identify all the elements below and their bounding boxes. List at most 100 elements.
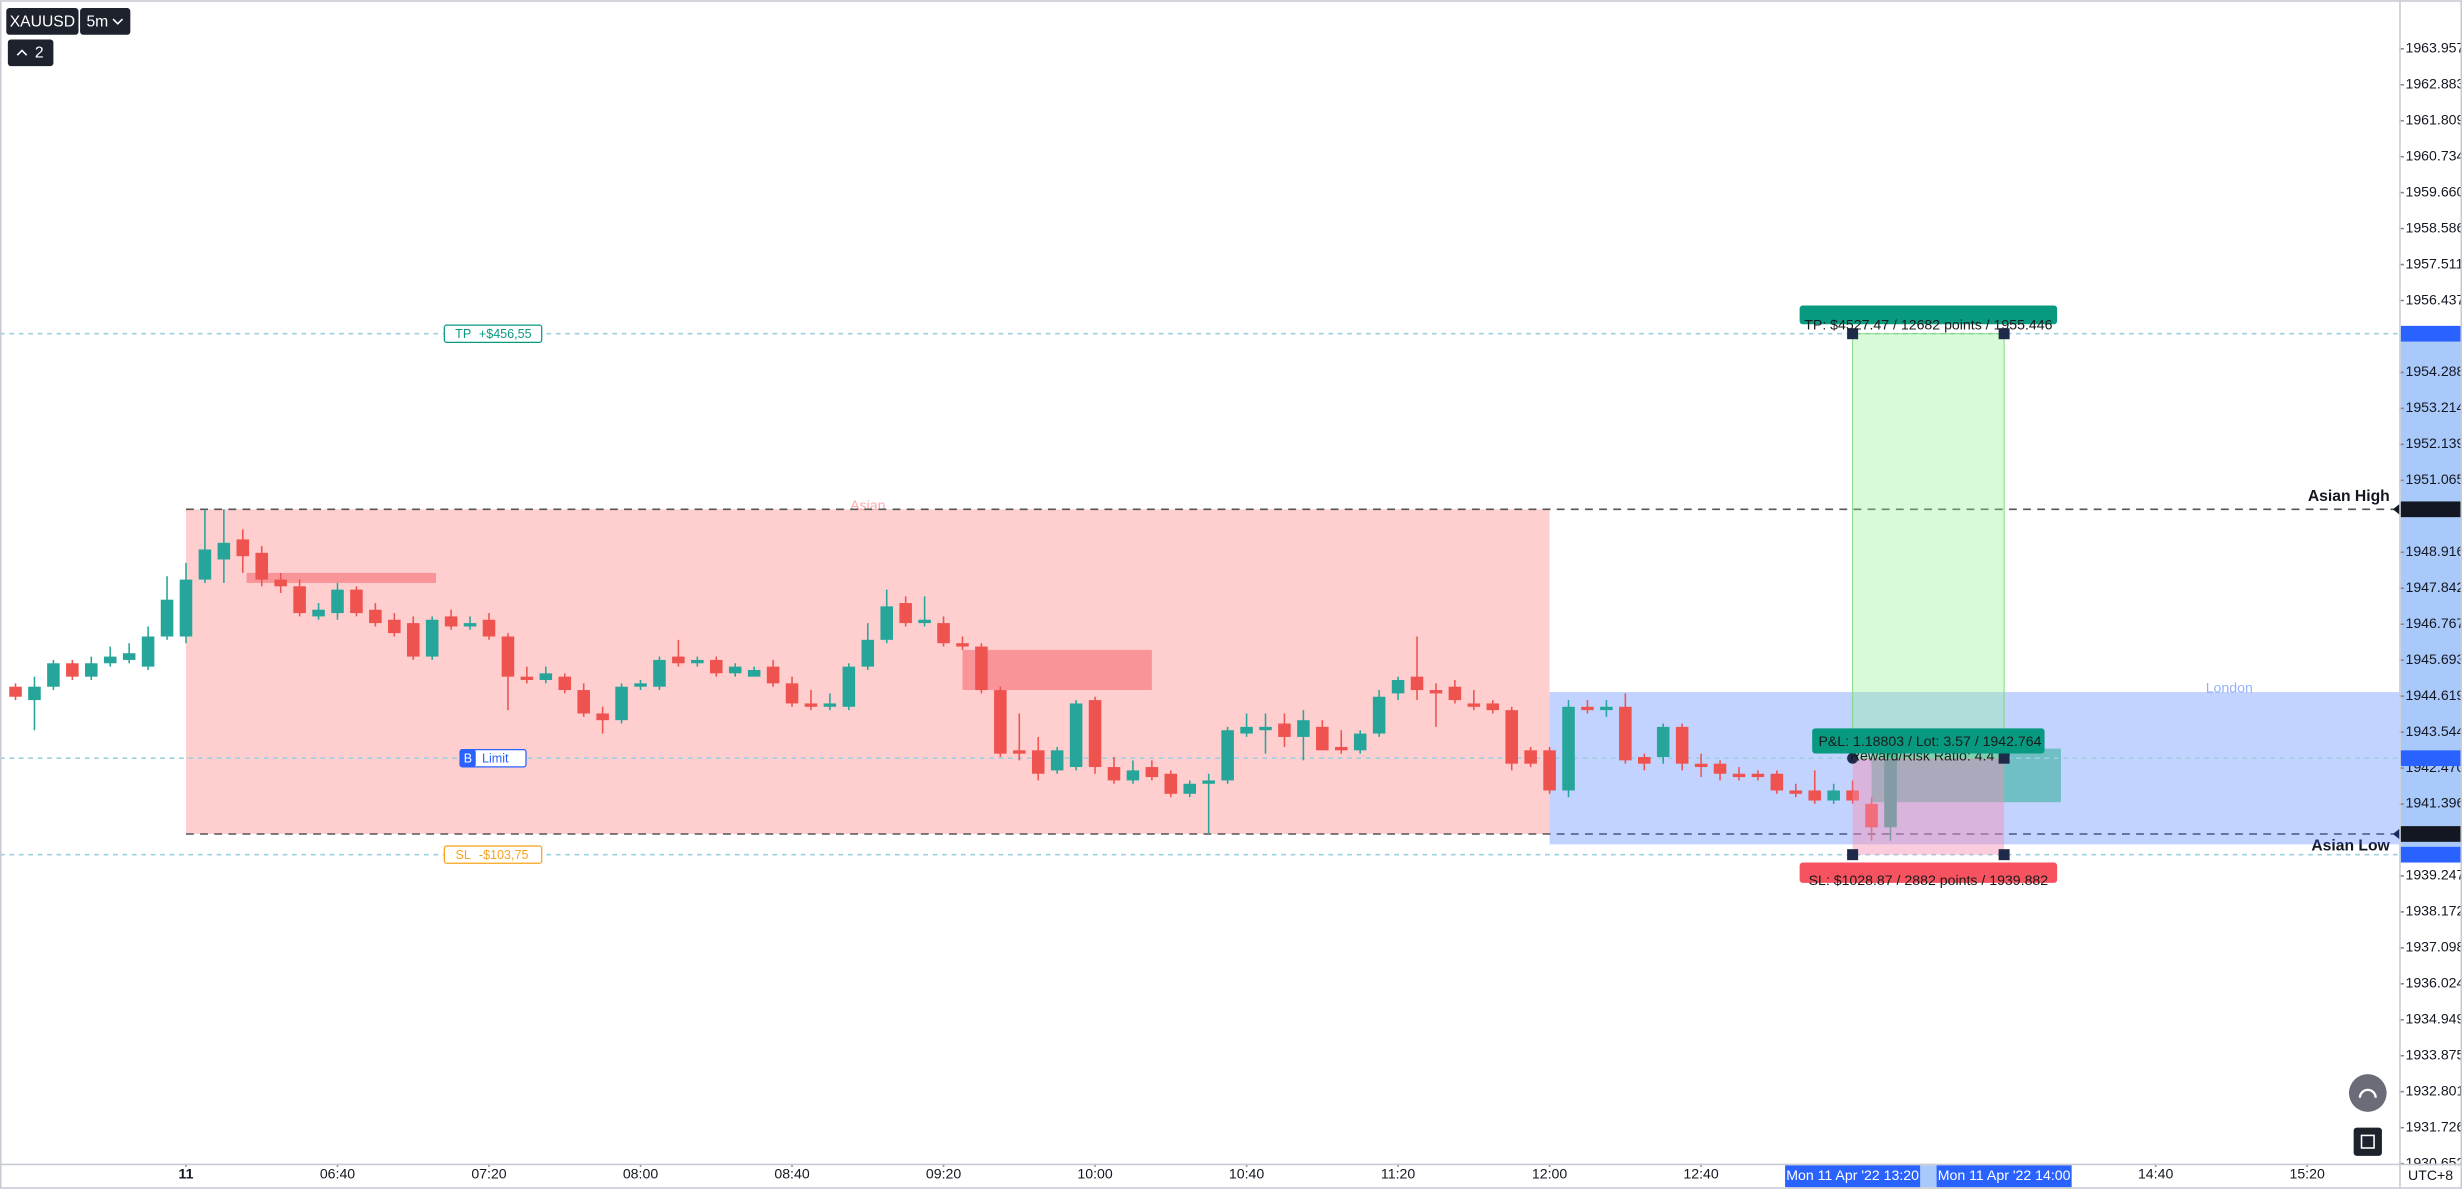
candle-body [1448, 686, 1462, 701]
candle-body [1126, 770, 1140, 781]
candle-body [406, 623, 420, 657]
y-tick-label: 1943.544 [2405, 723, 2462, 739]
candle-body [388, 619, 401, 634]
candle-body [1543, 750, 1556, 791]
y-tick-label: 1960.734 [2405, 147, 2462, 163]
reset-icon [2358, 1088, 2377, 1098]
y-tick-label: 1934.949 [2405, 1011, 2462, 1027]
order-label[interactable]: SL -$103,75 [443, 845, 543, 864]
fit-icon [2360, 1134, 2375, 1149]
candle-body [1789, 790, 1803, 794]
indicator-bg[interactable] [7, 39, 54, 67]
candle-body [709, 659, 723, 674]
y-tick-label: 1957.511 [2405, 255, 2462, 271]
candle-body [1562, 706, 1575, 791]
candle-body [691, 659, 704, 664]
candle-body [672, 656, 685, 664]
y-tick-label: 1931.726 [2405, 1118, 2462, 1134]
session-name: London [2206, 680, 2253, 696]
candle-body [1391, 680, 1405, 694]
candle-body [1316, 726, 1329, 751]
order-text: -$103,75 [479, 848, 529, 862]
candle-body [1221, 730, 1234, 781]
candle-body [1334, 746, 1348, 751]
order-tag: B [464, 751, 472, 765]
candle-body [1050, 750, 1064, 771]
profit-box [1852, 333, 2005, 759]
order-label[interactable]: B Limit [459, 748, 527, 768]
candle-body [66, 663, 79, 677]
candle-body [1581, 706, 1594, 711]
candle-body [577, 690, 590, 714]
candle-body [1410, 676, 1424, 691]
order-label[interactable]: TP +$456,55 [443, 324, 543, 343]
loss-box [1852, 758, 2005, 855]
candle-body [1240, 726, 1253, 734]
candle-body [1013, 750, 1026, 754]
order-tag: SL [456, 848, 471, 862]
order-box [443, 845, 543, 864]
candle-body [1638, 756, 1651, 764]
candle-body [956, 643, 969, 647]
candle-body [539, 673, 553, 681]
candle-body [634, 683, 647, 687]
candle-body [1297, 720, 1310, 737]
candle-body [1278, 723, 1291, 737]
candle-body [444, 616, 458, 627]
time-label: Mon 11 Apr '22 13:20 [1786, 1167, 1919, 1183]
candle-body [47, 663, 60, 687]
y-tick-label: 1953.214 [2405, 399, 2462, 415]
candle-body [331, 589, 344, 614]
axis-marker [2400, 501, 2462, 518]
candle-body [236, 539, 250, 557]
chevron [112, 18, 124, 25]
y-tick-label: 1937.098 [2405, 939, 2462, 955]
candle-body [482, 619, 496, 637]
fit-bg[interactable] [2353, 1127, 2382, 1156]
candle-body [274, 579, 287, 587]
candle-body [255, 552, 269, 580]
session-high-label: Asian High [2308, 488, 2390, 505]
candle-body [785, 683, 799, 704]
candle-body [1107, 767, 1121, 781]
x-tick-label: 10:00 [1077, 1165, 1112, 1181]
symbol-bg[interactable] [6, 8, 79, 35]
reset-button[interactable] [2348, 1074, 2387, 1112]
candle-body [141, 636, 155, 667]
fit-button[interactable] [2353, 1127, 2382, 1156]
symbol-button[interactable]: XAUUSD [6, 8, 79, 35]
y-tick-label: 1941.396 [2405, 795, 2462, 811]
candle-body [615, 686, 628, 721]
indicator-toggle[interactable]: 2 [7, 39, 54, 67]
interval-button[interactable]: 5m [80, 8, 131, 35]
candle-body [861, 639, 875, 667]
y-tick-label: 1954.288 [2405, 363, 2462, 379]
interval-bg[interactable] [80, 8, 131, 35]
timezone: UTC+8 [2408, 1167, 2453, 1183]
pnl-label: P&L: 1.18803 / Lot: 3.57 / 1942.764 [1818, 733, 2041, 749]
handle [1998, 328, 2010, 340]
y-tick-label: 1944.619 [2405, 687, 2462, 703]
candle-body [918, 619, 931, 624]
order-tag-bg [460, 749, 476, 767]
tp-label-bg [1799, 305, 2058, 325]
indicator-count[interactable]: 2 [35, 45, 44, 62]
axis-arrow [2392, 503, 2401, 516]
candle-body [653, 659, 666, 687]
x-tick-label: 06:40 [320, 1165, 355, 1181]
candle-body [558, 676, 572, 691]
symbol[interactable]: XAUUSD [10, 13, 75, 30]
candle-body [350, 589, 363, 614]
candle-body [1031, 750, 1045, 774]
y-tick-label: 1933.875 [2405, 1046, 2462, 1062]
y-tick-label: 1947.842 [2405, 579, 2462, 595]
x-tick-label: 14:40 [2138, 1165, 2173, 1181]
interval[interactable]: 5m [86, 13, 108, 30]
reset-circle[interactable] [2348, 1074, 2387, 1112]
axis-marker [2400, 826, 2462, 842]
x-tick-label: 08:00 [623, 1165, 658, 1181]
order-box [443, 324, 543, 343]
candle-body [766, 666, 780, 684]
